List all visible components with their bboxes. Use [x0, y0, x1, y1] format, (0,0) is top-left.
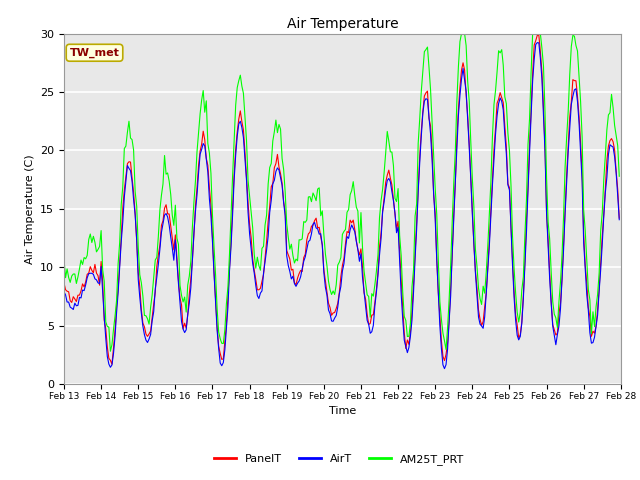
- AirT: [244, 210, 252, 216]
- PanelT: [227, 238, 235, 244]
- AirT: [534, 40, 541, 46]
- AM25T_PRT: [130, 147, 138, 153]
- PanelT: [130, 190, 138, 195]
- AM25T_PRT: [255, 263, 263, 268]
- Title: Air Temperature: Air Temperature: [287, 17, 398, 31]
- Line: AirT: AirT: [64, 43, 620, 369]
- AM25T_PRT: [616, 173, 623, 179]
- AirT: [226, 268, 234, 274]
- PanelT: [255, 287, 263, 293]
- AM25T_PRT: [106, 348, 115, 354]
- AirT: [253, 293, 261, 299]
- PanelT: [108, 361, 116, 367]
- PanelT: [588, 334, 595, 339]
- AirT: [60, 289, 68, 295]
- Text: TW_met: TW_met: [70, 48, 120, 58]
- AM25T_PRT: [305, 194, 312, 200]
- X-axis label: Time: Time: [329, 406, 356, 416]
- PanelT: [246, 222, 253, 228]
- AirT: [588, 340, 595, 346]
- AirT: [128, 179, 136, 184]
- PanelT: [535, 32, 543, 38]
- AirT: [616, 217, 623, 223]
- AM25T_PRT: [246, 193, 253, 199]
- Line: AM25T_PRT: AM25T_PRT: [64, 34, 620, 351]
- AM25T_PRT: [458, 31, 465, 36]
- PanelT: [305, 231, 312, 237]
- Line: PanelT: PanelT: [64, 35, 620, 364]
- AM25T_PRT: [588, 331, 595, 336]
- Legend: PanelT, AirT, AM25T_PRT: PanelT, AirT, AM25T_PRT: [210, 450, 468, 469]
- PanelT: [616, 215, 623, 221]
- Y-axis label: Air Temperature (C): Air Temperature (C): [24, 154, 35, 264]
- AM25T_PRT: [60, 256, 68, 262]
- PanelT: [60, 280, 68, 286]
- AirT: [441, 366, 449, 372]
- AirT: [303, 246, 310, 252]
- AM25T_PRT: [227, 212, 235, 217]
